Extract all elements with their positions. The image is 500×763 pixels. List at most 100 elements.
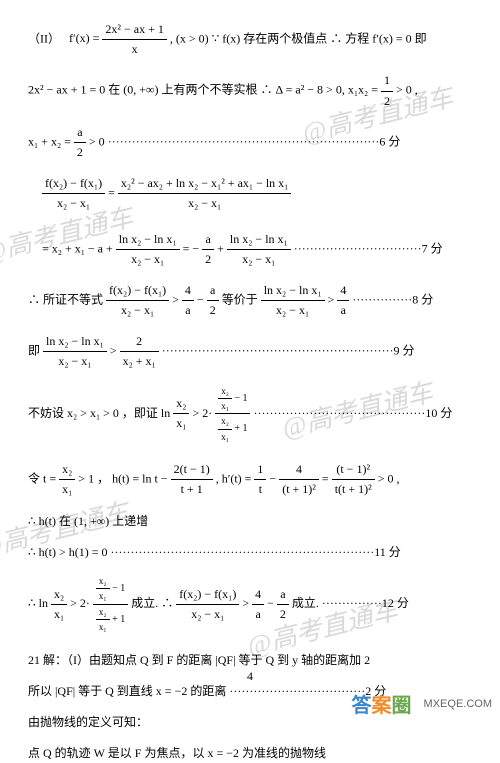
denominator: 2 [381, 92, 393, 111]
text: 成立. ∴ [131, 596, 176, 610]
text: 即 [28, 344, 43, 358]
fraction: x₂ x₁ [173, 394, 189, 433]
label: （II） [28, 31, 60, 45]
denominator: x₁ [51, 605, 67, 624]
fraction: a 2 [202, 230, 214, 269]
logo-text: 答案圈 [352, 689, 412, 718]
text: 所以 |QF| 等于 Q 到直线 x = −2 的距离 [28, 684, 226, 698]
numerator: 4 [252, 585, 264, 605]
text: > 0 [89, 134, 105, 148]
numerator: 4 [337, 281, 349, 301]
text: 由抛物线的定义可知： [28, 715, 148, 729]
fraction: f(x₂) − f(x₁) x₂ − x₁ [42, 174, 105, 213]
text: 令 t = [28, 472, 59, 486]
fraction: f(x₂) − f(x₁) x₂ − x₁ [176, 585, 239, 624]
numerator: a [207, 281, 219, 301]
fraction: a 2 [207, 281, 219, 320]
denominator: x₂ − x₁ [106, 301, 169, 320]
math-line: f(x₂) − f(x₁) x₂ − x₁ = x₂² − ax₂ + ln x… [28, 174, 472, 213]
denominator: x₂ − x₁ [227, 250, 291, 269]
denominator: t(t + 1)² [332, 480, 375, 499]
numerator: x₂ x₁ − 1 [93, 574, 128, 605]
leader-dots: ···············12 分 [322, 596, 409, 610]
denominator: x [102, 40, 166, 59]
denominator: 2 [202, 250, 214, 269]
denominator: x₂ x₁ + 1 [93, 605, 128, 635]
fraction: x₂ x₁ [59, 460, 75, 499]
denominator: x₂ − x₁ [176, 605, 239, 624]
math-line: 2x² − ax + 1 = 0 在 (0, +∞) 上有两个不等实根 ∴ Δ … [28, 71, 472, 110]
numerator: f(x₂) − f(x₁) [42, 174, 105, 194]
text: ∴ h(t) 在 (1, +∞) 上递增 [28, 514, 148, 528]
numerator: 4 [182, 281, 194, 301]
text: ∴ 所证不等式 [28, 292, 106, 306]
logo-char-2: 案 [372, 695, 392, 717]
math-line: 即 ln x₂ − ln x₁ x₂ − x₁ > 2 x₂ + x₁ ····… [28, 332, 472, 371]
fraction: 4 a [252, 585, 264, 624]
text-line: 点 Q 的轨迹 W 是以 F 为焦点，以 x = −2 为准线的抛物线 [28, 744, 472, 763]
math-line: x₁ + x₂ = a 2 > 0 ······················… [28, 123, 472, 162]
fraction: 2 x₂ + x₁ [120, 332, 159, 371]
text: = − [183, 241, 203, 255]
d: x₁ [218, 399, 232, 413]
math-line: 令 t = x₂ x₁ > 1 ， h(t) = ln t − 2(t − 1)… [28, 460, 472, 499]
denominator: 2 [277, 605, 289, 624]
compound-fraction: x₂ x₁ − 1 x₂ x₁ + 1 [93, 574, 128, 635]
fraction: 1 2 [381, 71, 393, 110]
text: > [242, 596, 252, 610]
math-line: ∴ 所证不等式 f(x₂) − f(x₁) x₂ − x₁ > 4 a − a … [28, 281, 472, 320]
numerator: x₂ x₁ − 1 [215, 384, 250, 415]
numerator: 2x² − ax + 1 [102, 20, 166, 40]
d: x₁ [218, 430, 232, 444]
leader-dots: ································7 分 [294, 241, 443, 255]
text: ∴ ln [28, 596, 51, 610]
denominator: x₂ − x₁ [43, 352, 107, 371]
denominator: a [252, 605, 264, 624]
text: 2x² − ax + 1 = 0 在 (0, +∞) 上有两个不等实根 ∴ Δ … [28, 83, 381, 97]
n: x₂ [218, 414, 232, 429]
fraction: 4 a [182, 281, 194, 320]
page-content: （II） f′(x) = 2x² − ax + 1 x , (x > 0) ∵ … [28, 20, 472, 763]
denominator: t [254, 480, 266, 499]
d: x₁ [96, 589, 110, 603]
fraction: a 2 [277, 585, 289, 624]
fraction: f(x₂) − f(x₁) x₂ − x₁ [106, 281, 169, 320]
numerator: (t − 1)² [332, 460, 375, 480]
text: 等价于 [222, 292, 261, 306]
logo-char-1: 答 [352, 695, 372, 717]
text: + [217, 241, 227, 255]
text: − [197, 292, 207, 306]
numerator: ln x₂ − ln x₁ [227, 230, 291, 250]
numerator: f(x₂) − f(x₁) [106, 281, 169, 301]
text: − [269, 472, 279, 486]
text: , (x > 0) ∵ f(x) 存在两个极值点 ∴ 方程 f′(x) = 0 … [170, 31, 427, 45]
text: > 1 ， h(t) = ln t − [78, 472, 170, 486]
math-line: ∴ h(t) > h(1) = 0 ······················… [28, 543, 472, 562]
denominator: 2 [207, 301, 219, 320]
fraction: ln x₂ − ln x₁ x₂ − x₁ [43, 332, 107, 371]
n: x₂ [218, 384, 232, 399]
math-line: ∴ h(t) 在 (1, +∞) 上递增 [28, 512, 472, 531]
math-line: （II） f′(x) = 2x² − ax + 1 x , (x > 0) ∵ … [28, 20, 472, 59]
numerator: x₂ [51, 585, 67, 605]
fraction: 2x² − ax + 1 x [102, 20, 166, 59]
numerator: f(x₂) − f(x₁) [176, 585, 239, 605]
denominator: x₂ − x₁ [118, 194, 291, 213]
text: > 0 , [378, 472, 400, 486]
text: − [267, 596, 277, 610]
numerator: a [202, 230, 214, 250]
leader-dots: ········································… [253, 406, 452, 420]
numerator: ln x₂ − ln x₁ [261, 281, 325, 301]
fraction: 2(t − 1) t + 1 [171, 460, 213, 499]
fraction: (t − 1)² t(t + 1)² [332, 460, 375, 499]
text: 点 Q 的轨迹 W 是以 F 为焦点，以 x = −2 为准线的抛物线 [28, 746, 326, 760]
math-line: ∴ ln x₂ x₁ > 2· x₂ x₁ − 1 x₂ x₁ + 1 成立. … [28, 574, 472, 635]
n: x₂ [96, 574, 110, 589]
numerator: x₂² − ax₂ + ln x₂ − x₁² + ax₁ − ln x₁ [118, 174, 291, 194]
text: > 0 , [396, 83, 418, 97]
fraction: ln x₂ − ln x₁ x₂ − x₁ [261, 281, 325, 320]
denominator: a [337, 301, 349, 320]
fraction: 1 t [254, 460, 266, 499]
numerator: 2(t − 1) [171, 460, 213, 480]
leader-dots: ···············8 分 [352, 292, 433, 306]
